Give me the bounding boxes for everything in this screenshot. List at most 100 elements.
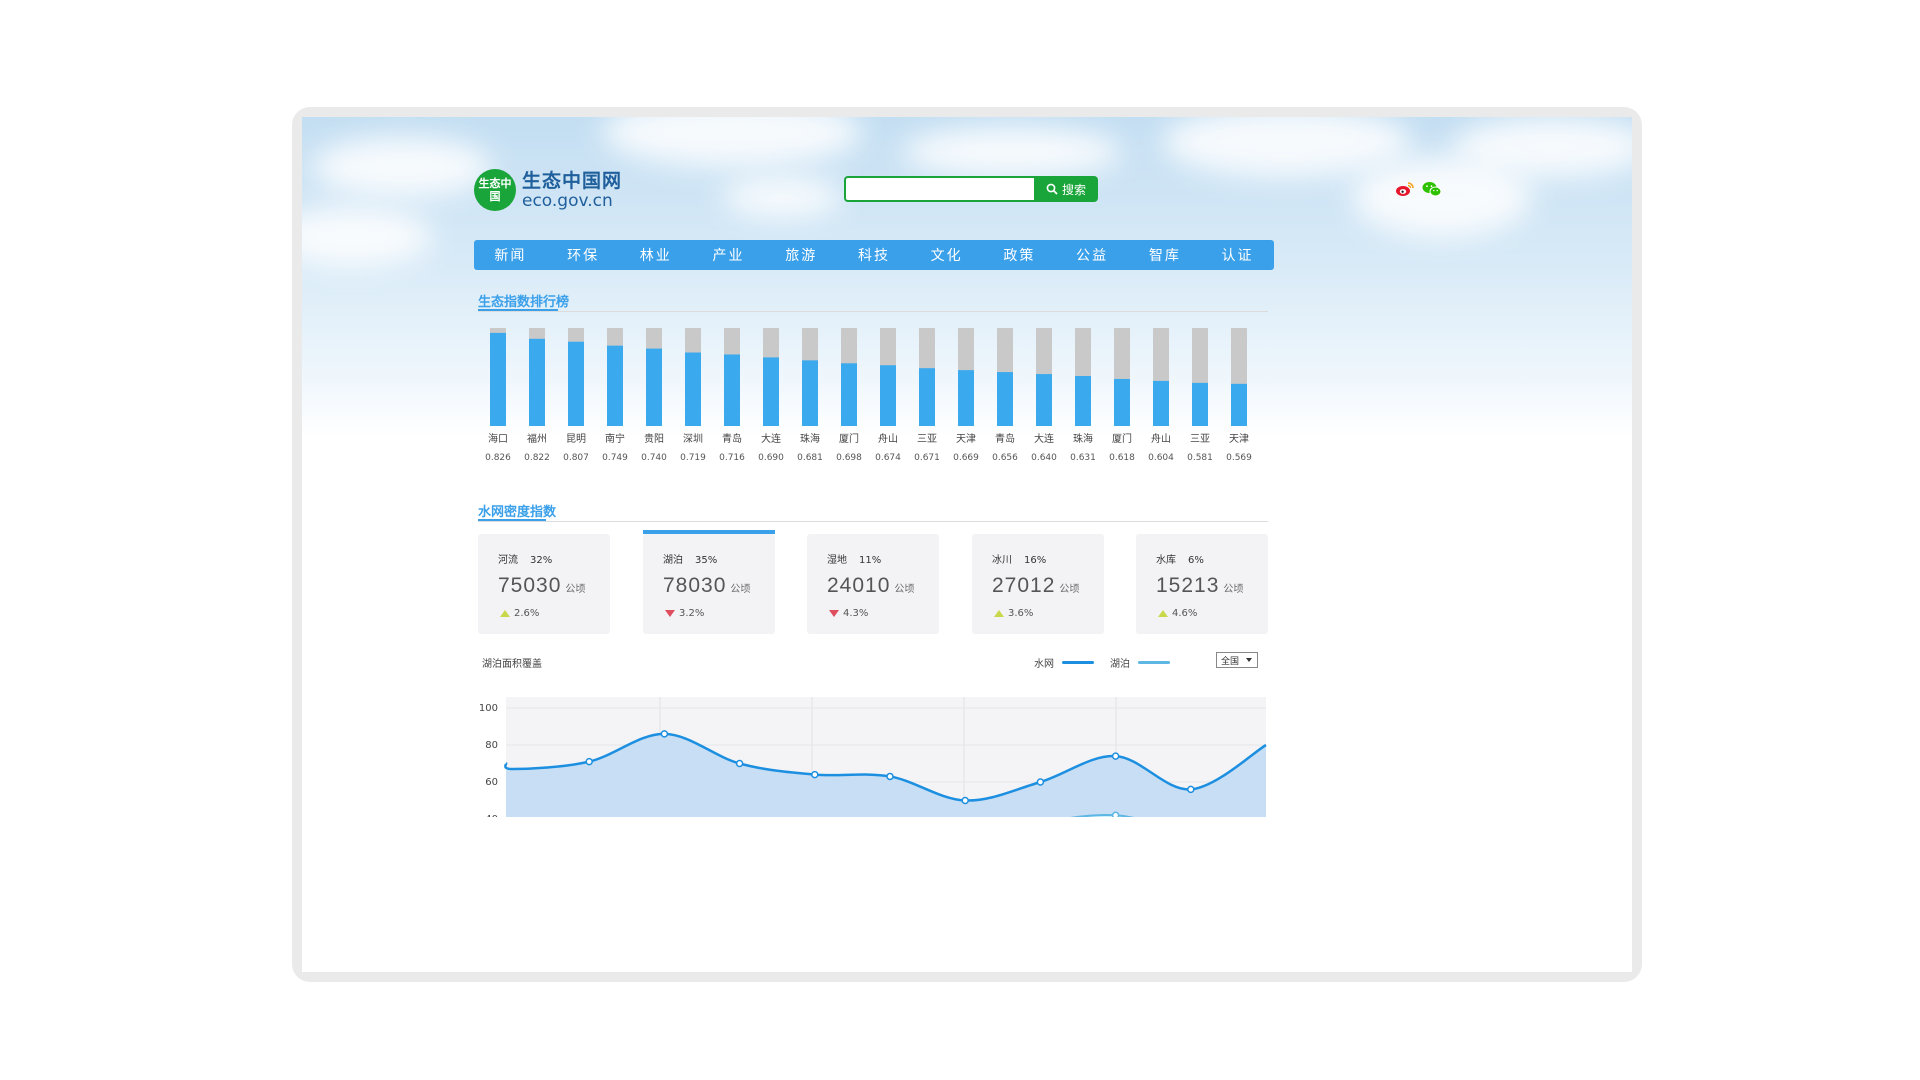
legend-lake[interactable]: 湖泊 bbox=[1110, 655, 1170, 670]
series-0-point-8 bbox=[1111, 752, 1120, 760]
coverage-chart-title: 湖泊面积覆盖 bbox=[482, 659, 542, 670]
logo-domain: eco.gov.cn bbox=[522, 191, 613, 211]
rank-value-19: 0.569 bbox=[1226, 453, 1252, 463]
wechat-icon[interactable] bbox=[1422, 181, 1442, 197]
series-area-0 bbox=[505, 733, 1267, 817]
rank-bar-1 bbox=[529, 338, 545, 426]
nav-item-3[interactable]: 产业 bbox=[712, 248, 745, 264]
series-1-point-8 bbox=[1111, 811, 1120, 817]
nav-item-0[interactable]: 新闻 bbox=[494, 248, 527, 264]
water-card-2[interactable]: 湿地 11% 24010 公顷 4.3% bbox=[807, 534, 939, 634]
water-card-4[interactable]: 水库 6% 15213 公顷 4.6% bbox=[1136, 534, 1268, 634]
card-name: 河流 bbox=[498, 555, 518, 566]
card-unit: 公顷 bbox=[730, 584, 751, 595]
rank-bar-10 bbox=[880, 365, 896, 426]
rank-bar-6 bbox=[724, 354, 740, 426]
card-unit: 公顷 bbox=[1059, 584, 1080, 595]
rank-label-18: 三亚 bbox=[1190, 434, 1210, 445]
region-select-value: 全国 bbox=[1221, 656, 1240, 667]
nav-item-7[interactable]: 政策 bbox=[1003, 248, 1036, 264]
sky-background bbox=[302, 117, 1632, 437]
legend-water[interactable]: 水网 bbox=[1034, 655, 1094, 670]
rank-label-4: 贵阳 bbox=[644, 432, 664, 445]
nav-item-8[interactable]: 公益 bbox=[1076, 248, 1109, 264]
nav-item-5[interactable]: 科技 bbox=[857, 248, 890, 264]
nav-item-2[interactable]: 林业 bbox=[639, 248, 672, 264]
nav-item-4[interactable]: 旅游 bbox=[785, 248, 818, 264]
arrow-down-icon bbox=[665, 610, 675, 617]
search-input[interactable] bbox=[844, 176, 1034, 202]
y-tick-2: 60 bbox=[485, 777, 498, 788]
rank-value-6: 0.716 bbox=[719, 453, 745, 463]
rank-label-11: 三亚 bbox=[917, 434, 937, 445]
search-button[interactable]: 搜索 bbox=[1034, 176, 1098, 202]
rank-bar-17 bbox=[1153, 380, 1169, 426]
rank-label-16: 厦门 bbox=[1112, 432, 1132, 445]
arrow-down-icon bbox=[829, 610, 839, 617]
card-value: 15213 bbox=[1156, 574, 1220, 597]
water-card-1[interactable]: 湖泊 35% 78030 公顷 3.2% bbox=[643, 530, 775, 634]
nav-item-6[interactable]: 文化 bbox=[930, 248, 963, 264]
rank-value-18: 0.581 bbox=[1187, 453, 1213, 463]
rank-label-10: 舟山 bbox=[878, 432, 898, 445]
rank-label-15: 珠海 bbox=[1073, 432, 1093, 445]
rank-value-2: 0.807 bbox=[563, 453, 589, 463]
rank-label-13: 青岛 bbox=[995, 432, 1015, 445]
rank-label-5: 深圳 bbox=[683, 433, 703, 445]
rank-bar-4 bbox=[646, 348, 662, 426]
card-change: 3.2% bbox=[679, 608, 705, 619]
legend-water-swatch bbox=[1062, 661, 1094, 664]
rank-bar-2 bbox=[568, 341, 584, 426]
series-line-1 bbox=[1069, 814, 1135, 817]
site-logo[interactable]: 生态中国 生态中国网 eco.gov.cn bbox=[474, 169, 622, 211]
card-name: 湿地 bbox=[827, 555, 847, 566]
browser-viewport: 生态中国 生态中国网 eco.gov.cn 搜索 bbox=[302, 117, 1632, 972]
nav-item-10[interactable]: 认证 bbox=[1221, 248, 1254, 264]
rank-bar-8 bbox=[802, 360, 818, 426]
water-card-0[interactable]: 河流 32% 75030 公顷 2.6% bbox=[478, 534, 610, 634]
rank-bar-0 bbox=[490, 332, 506, 426]
rank-label-6: 青岛 bbox=[722, 432, 742, 445]
coverage-area-chart: 100 80 60 40 bbox=[479, 697, 1267, 817]
rank-bar-7 bbox=[763, 357, 779, 426]
y-tick-1: 80 bbox=[485, 740, 498, 751]
region-select[interactable]: 全国 bbox=[1216, 652, 1258, 668]
legend-water-label: 水网 bbox=[1034, 659, 1054, 670]
rank-bar-14 bbox=[1036, 374, 1052, 426]
rank-label-8: 珠海 bbox=[800, 432, 820, 445]
rank-label-14: 大连 bbox=[1034, 432, 1054, 445]
rank-label-1: 福州 bbox=[527, 432, 547, 445]
arrow-up-icon bbox=[500, 610, 510, 617]
card-percent: 35% bbox=[695, 555, 718, 566]
rank-value-17: 0.604 bbox=[1148, 453, 1174, 463]
logo-mark-icon: 生态中国 bbox=[474, 169, 516, 211]
rank-label-7: 大连 bbox=[761, 432, 781, 445]
card-unit: 公顷 bbox=[1223, 584, 1244, 595]
rank-label-0: 海口 bbox=[488, 432, 508, 445]
nav-item-9[interactable]: 智库 bbox=[1148, 248, 1181, 264]
weibo-icon[interactable] bbox=[1395, 181, 1415, 197]
ranking-title: 生态指数排行榜 bbox=[478, 295, 570, 310]
rank-value-1: 0.822 bbox=[524, 453, 550, 463]
rank-bar-3 bbox=[607, 345, 623, 426]
nav-item-1[interactable]: 环保 bbox=[567, 248, 600, 264]
card-percent: 16% bbox=[1024, 555, 1047, 566]
card-change: 4.6% bbox=[1172, 608, 1198, 619]
rank-value-14: 0.640 bbox=[1031, 453, 1057, 463]
card-percent: 32% bbox=[530, 555, 553, 566]
arrow-up-icon bbox=[1158, 610, 1168, 617]
rank-bar-19 bbox=[1231, 383, 1247, 426]
rank-bar-18 bbox=[1192, 382, 1208, 426]
legend-lake-swatch bbox=[1138, 661, 1170, 664]
water-card-3[interactable]: 冰川 16% 27012 公顷 3.6% bbox=[972, 534, 1104, 634]
card-change: 3.6% bbox=[1008, 608, 1034, 619]
series-0-point-9 bbox=[1187, 785, 1195, 794]
arrow-up-icon bbox=[994, 610, 1004, 617]
ranking-bar-chart: 海口 0.826 福州 0.822 昆明 0.807 南宁 0.749 贵阳 0.740 深圳 0.7… bbox=[485, 328, 1252, 463]
rank-value-16: 0.618 bbox=[1109, 453, 1135, 463]
search-button-label: 搜索 bbox=[1061, 182, 1086, 197]
rank-bar-11 bbox=[919, 368, 935, 426]
search-icon bbox=[1046, 183, 1058, 195]
rank-value-7: 0.690 bbox=[758, 453, 784, 463]
y-tick-0: 100 bbox=[479, 703, 498, 714]
